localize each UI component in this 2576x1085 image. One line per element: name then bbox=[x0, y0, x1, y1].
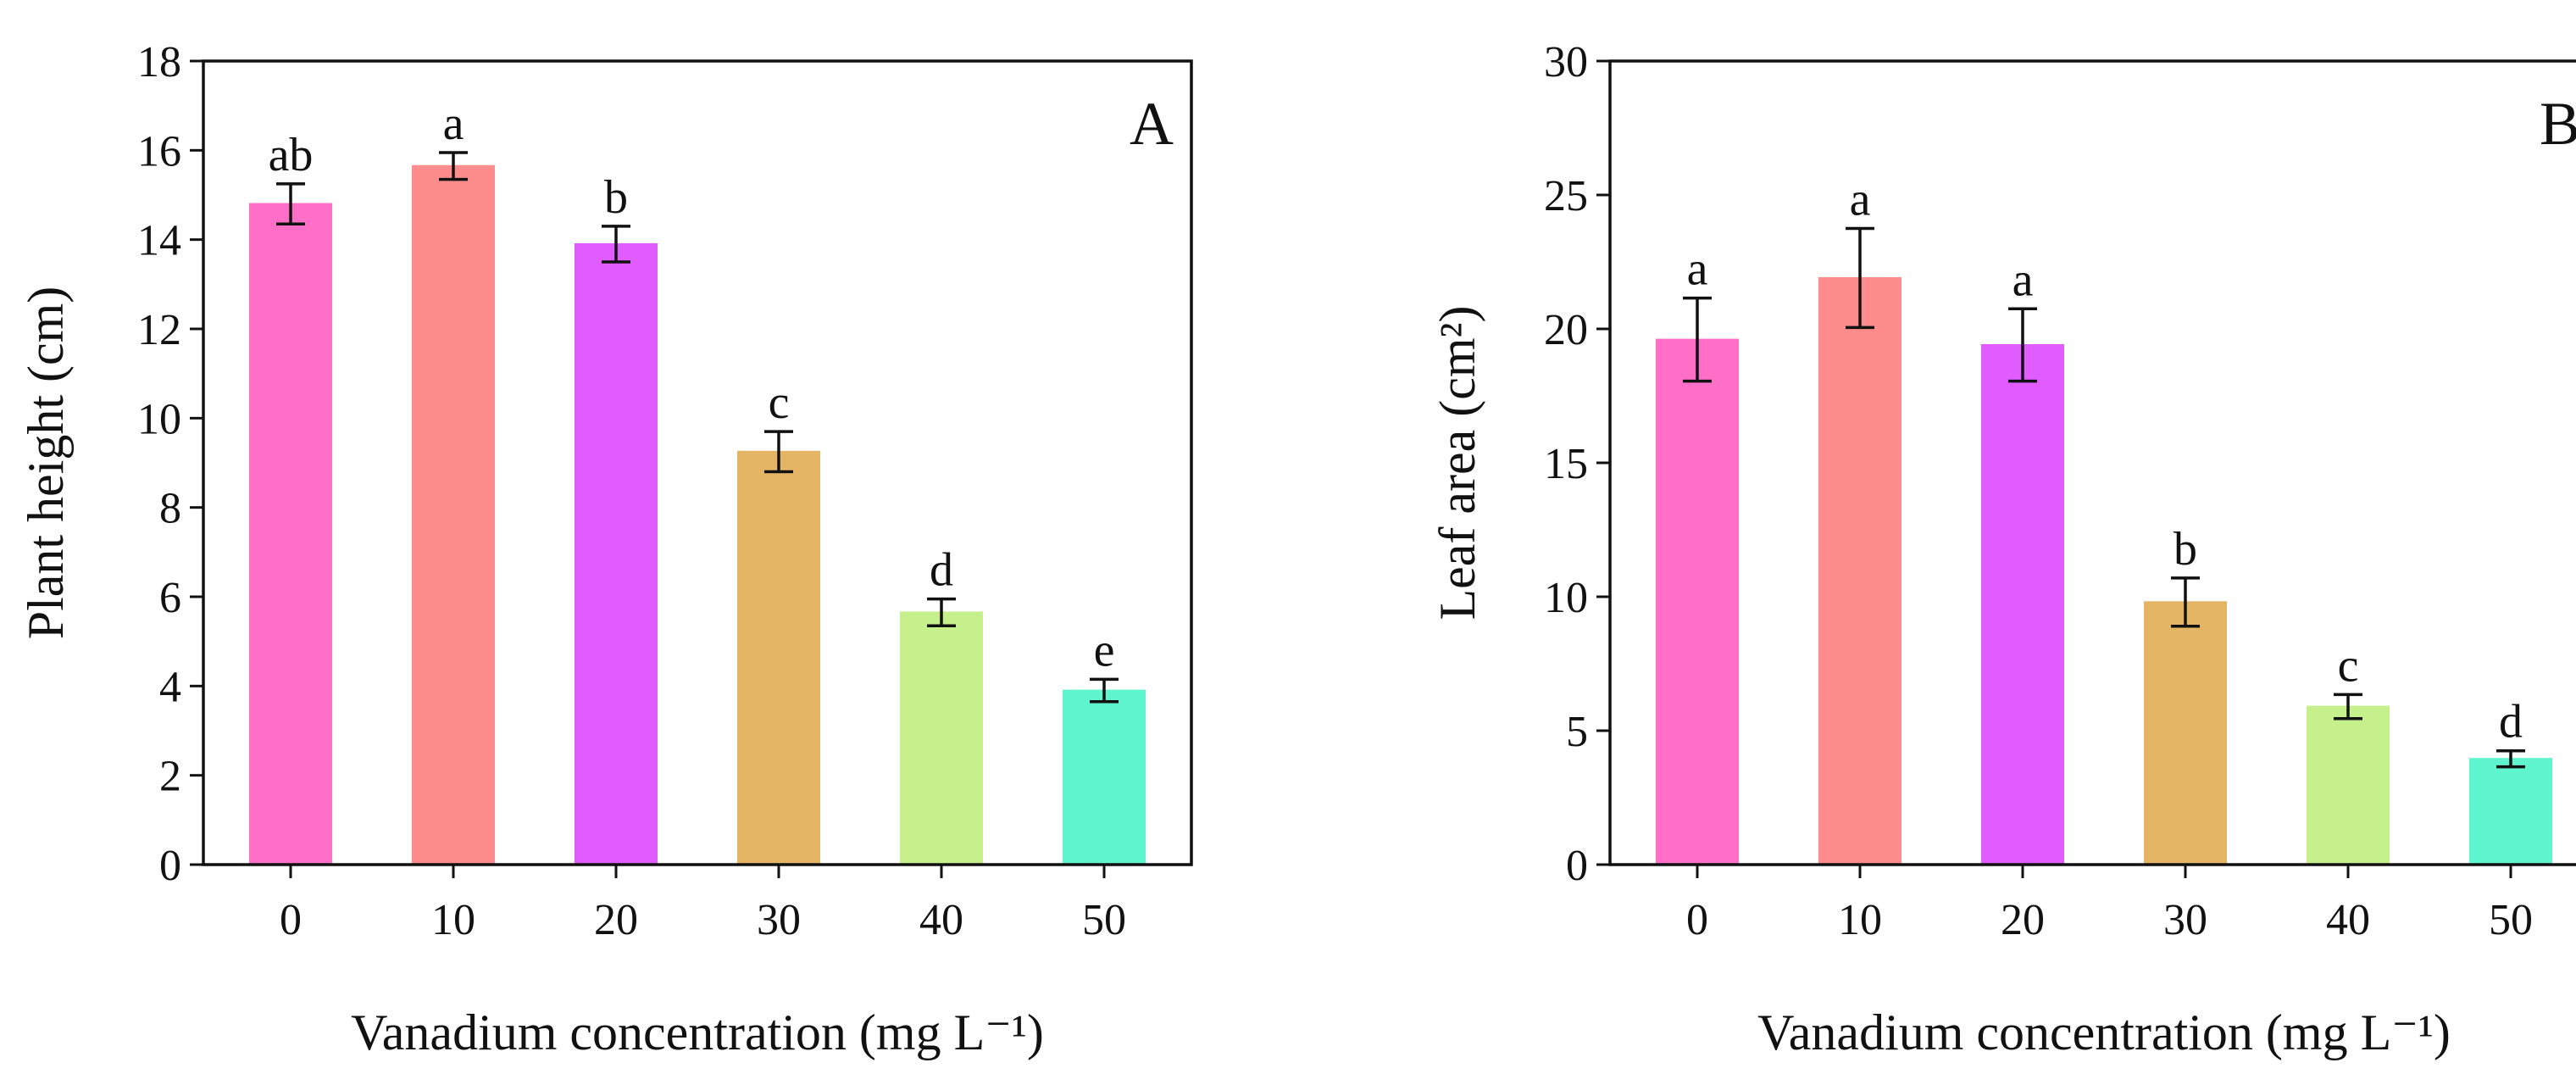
panel-b-x-ticks: 0 10 20 30 40 50 bbox=[1686, 865, 2533, 944]
panel-a-error-bar-30 bbox=[764, 430, 793, 474]
panel-b-significance-50: d bbox=[2499, 696, 2523, 748]
panel-b-bar-40 bbox=[2307, 705, 2390, 865]
panel-b-significance-20: a bbox=[2012, 253, 2034, 306]
panel-a-y-tick-label: 18 bbox=[137, 38, 181, 86]
panel-b-error-bar-30 bbox=[2171, 576, 2200, 628]
panel-a-significance-20: b bbox=[604, 171, 628, 224]
panel-a-letter: A bbox=[1130, 90, 1174, 158]
panel-b-bars bbox=[1656, 276, 2552, 865]
panel-b-x-tick-label: 30 bbox=[2163, 896, 2207, 944]
panel-a-y-tick-label: 6 bbox=[159, 574, 181, 622]
panel-b-bar-10 bbox=[1818, 276, 1901, 865]
panel-b-x-tick-label: 10 bbox=[1838, 896, 1882, 944]
panel-a-x-ticks: 0 10 20 30 40 50 bbox=[280, 865, 1126, 944]
panel-b-error-bar-40 bbox=[2334, 693, 2362, 721]
panel-a-x-tick-label: 10 bbox=[431, 896, 475, 944]
panel-a-error-bars bbox=[276, 151, 1119, 704]
panel-b-bar-30 bbox=[2144, 601, 2227, 865]
panel-b-y-tick-label: 20 bbox=[1544, 306, 1588, 354]
panel-a-significance-10: a bbox=[443, 97, 464, 150]
panel-b-significance-40: c bbox=[2338, 639, 2359, 692]
panel-a-significance-0: ab bbox=[269, 129, 314, 181]
panel-b-y-tick-label: 25 bbox=[1544, 172, 1588, 220]
panel-a-bar-20 bbox=[575, 242, 658, 865]
panel-a-x-tick-label: 0 bbox=[280, 896, 302, 944]
panel-a-y-tick-label: 4 bbox=[159, 663, 181, 711]
panel-b-y-tick-label: 5 bbox=[1566, 708, 1588, 756]
panel-b-error-bar-20 bbox=[2008, 307, 2037, 383]
panel-b-significance-0: a bbox=[1687, 243, 1708, 296]
panel-a-bar-10 bbox=[412, 164, 495, 865]
panel-a-y-tick-label: 10 bbox=[137, 395, 181, 443]
panel-a-error-bar-0 bbox=[276, 182, 305, 225]
panel-b-x-tick-label: 20 bbox=[2001, 896, 2045, 944]
panel-b-x-tick-label: 40 bbox=[2326, 896, 2370, 944]
panel-b-x-tick-label: 50 bbox=[2489, 896, 2533, 944]
panel-a-bar-0 bbox=[249, 203, 332, 866]
panel-b-axes-frame bbox=[1608, 59, 2576, 866]
panel-b-significance-30: b bbox=[2174, 523, 2197, 576]
panel-a-x-tick-label: 30 bbox=[757, 896, 801, 944]
panel-a-bars bbox=[249, 164, 1146, 866]
panel-b-bar-0 bbox=[1656, 338, 1739, 865]
panel-b-y-tick-label: 10 bbox=[1544, 574, 1588, 622]
panel-a-y-tick-label: 0 bbox=[159, 842, 181, 890]
panel-a-y-tick-label: 8 bbox=[159, 485, 181, 533]
panel-a-y-axis-title: Plant height (cm) bbox=[18, 287, 74, 640]
panel-b-bar-20 bbox=[1981, 343, 2064, 865]
panel-b-bar-50 bbox=[2469, 758, 2552, 865]
panel-a-x-tick-label: 40 bbox=[919, 896, 963, 944]
panel-a-bar-50 bbox=[1063, 689, 1146, 865]
panel-a-y-tick-label: 2 bbox=[159, 753, 181, 801]
panel-a-axes-frame bbox=[202, 59, 1193, 866]
panel-a-x-tick-label: 50 bbox=[1082, 896, 1126, 944]
panel-a-y-tick-label: 12 bbox=[137, 306, 181, 354]
panel-b-letter: B bbox=[2540, 90, 2576, 158]
panel-b-y-axis-title: Leaf area (cm²) bbox=[1430, 305, 1485, 620]
panel-a-error-bar-20 bbox=[602, 225, 630, 264]
panel-b-y-tick-label: 15 bbox=[1544, 440, 1588, 488]
panel-a-error-bar-10 bbox=[439, 151, 468, 181]
panel-a-y-ticks: 0 2 4 6 8 10 12 14 16 18 bbox=[137, 38, 203, 890]
panel-b-error-bars bbox=[1683, 226, 2525, 769]
panel-a-bar-40 bbox=[900, 611, 983, 866]
panel-a-y-tick-label: 16 bbox=[137, 127, 181, 175]
panel-b-y-tick-label: 0 bbox=[1566, 842, 1588, 890]
panel-b: a a a b c d 0 5 10 15 20 25 30 0 10 20 30 40 50 B Leaf a… bbox=[1430, 38, 2576, 1060]
panel-b-x-tick-label: 0 bbox=[1686, 896, 1708, 944]
panel-a-error-bar-50 bbox=[1090, 677, 1119, 704]
panel-b-y-tick-label: 30 bbox=[1544, 38, 1588, 86]
panel-b-significance-10: a bbox=[1850, 174, 1871, 226]
panel-b-error-bar-0 bbox=[1683, 296, 1712, 383]
panel-a-significance-40: d bbox=[930, 544, 953, 597]
panel-a-bar-30 bbox=[737, 450, 820, 865]
panel-a-x-tick-label: 20 bbox=[594, 896, 638, 944]
panel-b-error-bar-10 bbox=[1846, 226, 1874, 330]
panel-a-significance-50: e bbox=[1094, 624, 1115, 676]
panel-a-error-bar-40 bbox=[927, 597, 956, 627]
panel-a-y-tick-label: 14 bbox=[137, 217, 181, 265]
panel-a-significance-30: c bbox=[769, 376, 790, 429]
panel-b-error-bar-50 bbox=[2496, 748, 2525, 769]
panel-b-significance-labels: a a a b c d bbox=[1687, 174, 2523, 748]
panel-a-x-axis-title: Vanadium concentration (mg L⁻¹) bbox=[351, 1004, 1044, 1060]
panel-b-x-axis-title: Vanadium concentration (mg L⁻¹) bbox=[1757, 1004, 2451, 1060]
panel-b-y-ticks: 0 5 10 15 20 25 30 bbox=[1544, 38, 1610, 890]
